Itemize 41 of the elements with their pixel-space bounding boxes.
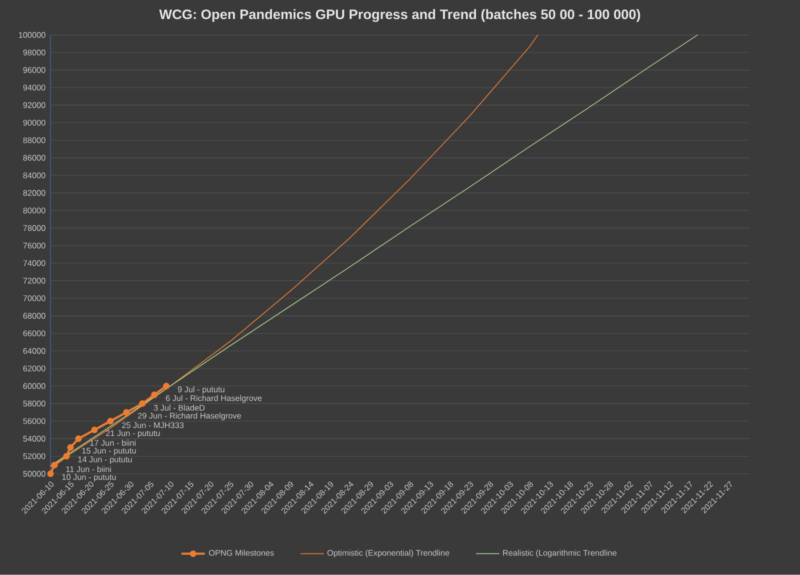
- annotation: 6 Jul - Richard Haselgrove: [166, 395, 262, 403]
- y-tick-label: 72000: [23, 278, 46, 284]
- y-tick-label: 74000: [23, 260, 46, 266]
- legend-label: Realistic (Logarithmic Trendline: [503, 550, 616, 558]
- y-tick-label: 70000: [23, 295, 46, 302]
- y-tick-label: 56000: [23, 418, 46, 424]
- annotation: 14 Jun - pututu: [78, 456, 132, 464]
- y-tick-label: 92000: [23, 102, 46, 108]
- y-tick-label: 80000: [23, 208, 46, 214]
- y-tick-label: 90000: [23, 120, 46, 126]
- y-tick-label: 96000: [23, 67, 46, 74]
- chart-title: WCG: Open Pandemics GPU Progress and Trend (batches 50 00 - 100 000): [159, 9, 640, 22]
- y-tick-label: 68000: [23, 313, 46, 319]
- y-tick-label: 100000: [18, 32, 46, 38]
- y-tick-label: 82000: [23, 190, 46, 196]
- y-tick-label: 84000: [23, 172, 46, 178]
- y-tick-label: 78000: [23, 225, 46, 232]
- y-tick-label: 76000: [23, 242, 46, 249]
- annotation: 3 Jul - BladeD: [154, 404, 205, 411]
- legend-label: OPNG Milestones: [208, 550, 274, 556]
- y-tick-label: 50000: [23, 471, 46, 477]
- legend-label: Optimistic (Exponential) Trendline: [327, 550, 450, 558]
- y-tick-label: 86000: [23, 155, 46, 161]
- y-tick-label: 58000: [23, 400, 46, 407]
- y-tick-label: 60000: [23, 383, 46, 390]
- annotation: 11 Jun - biini: [66, 466, 111, 472]
- annotation: 21 Jun - pututu: [106, 430, 160, 438]
- annotation: 10 Jun - pututu: [62, 474, 116, 482]
- y-tick-label: 88000: [23, 138, 46, 144]
- annotation: 25 Jun - MJH333: [122, 422, 184, 428]
- y-tick-label: 64000: [23, 348, 46, 354]
- y-tick-label: 62000: [23, 366, 46, 372]
- annotation: 9 Jul - pututu: [178, 386, 224, 394]
- y-tick-label: 94000: [23, 84, 46, 91]
- annotation: 15 Jun - pututu: [82, 448, 136, 456]
- y-tick-label: 98000: [23, 50, 46, 56]
- y-tick-label: 52000: [23, 453, 46, 460]
- y-tick-label: 54000: [23, 436, 46, 442]
- annotation: 17 Jun - biini: [90, 440, 136, 446]
- annotation: 29 Jun - Richard Haselgrove: [138, 412, 241, 420]
- y-tick-label: 66000: [23, 330, 46, 336]
